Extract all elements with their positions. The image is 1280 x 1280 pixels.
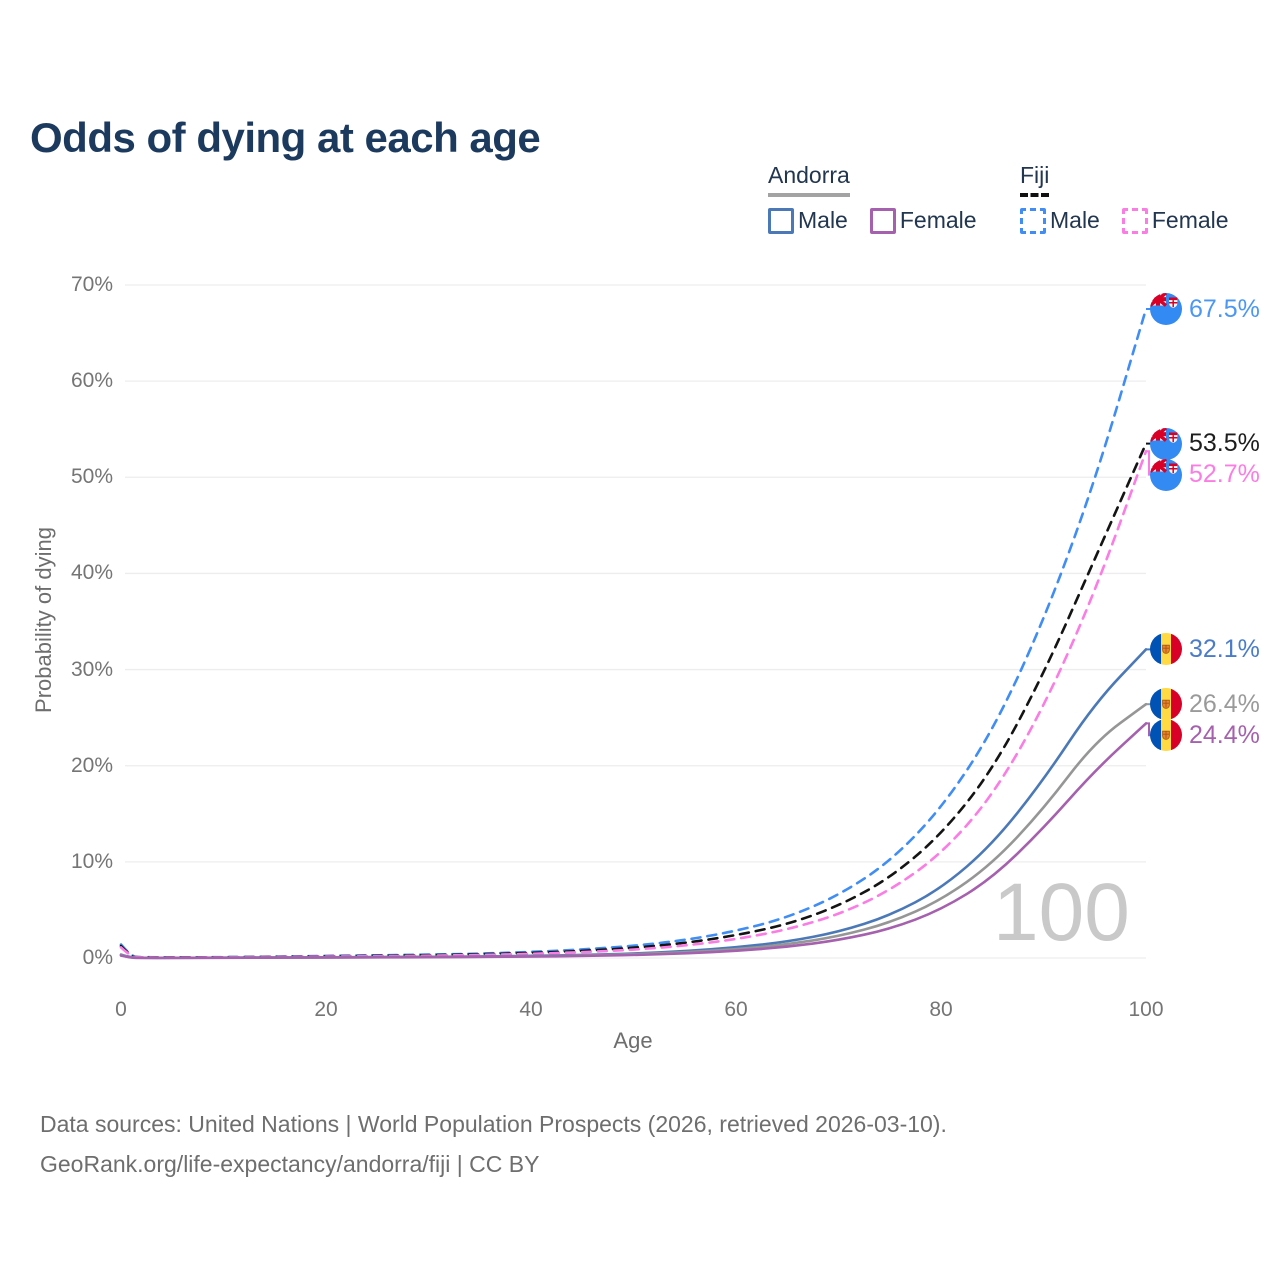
legend-header-fiji[interactable]: Fiji <box>1020 162 1050 197</box>
andorra-male-swatch-icon <box>768 207 794 234</box>
legend-label: Male <box>1050 207 1100 233</box>
end-label-value: 53.5% <box>1189 429 1260 458</box>
legend-item-andorra-male[interactable]: Male <box>768 207 848 234</box>
x-tick-label: 20 <box>314 998 338 1021</box>
x-tick-label: 40 <box>519 998 543 1021</box>
end-label-fiji-female: 52.7% <box>1150 458 1260 491</box>
legend-group-fiji: Fiji Male Female <box>1020 162 1229 234</box>
y-tick-label: 20% <box>70 753 113 777</box>
end-label-fiji-both: 53.5% <box>1150 427 1260 460</box>
y-tick-label: 60% <box>70 369 113 393</box>
legend-item-andorra-female[interactable]: Female <box>869 207 977 234</box>
source-line-2: GeoRank.org/life-expectancy/andorra/fiji… <box>40 1151 540 1177</box>
legend-item-fiji-female[interactable]: Female <box>1121 207 1229 234</box>
series-line-fiji-male <box>119 307 1148 959</box>
fiji-male-swatch-icon <box>1020 207 1046 234</box>
end-label-andorra-female: 24.4% <box>1150 719 1260 752</box>
fiji-flag-icon <box>1150 427 1182 460</box>
end-label-value: 32.1% <box>1189 634 1260 663</box>
andorra-female-swatch-icon <box>869 207 896 234</box>
y-tick-label: 40% <box>70 561 113 585</box>
x-tick-label: 80 <box>929 998 953 1021</box>
end-label-value: 67.5% <box>1189 294 1260 323</box>
source-line-1: Data sources: United Nations | World Pop… <box>40 1111 947 1137</box>
y-tick-label: 50% <box>70 465 113 489</box>
y-tick-label: 10% <box>70 849 113 873</box>
legend-label: Female <box>1151 207 1229 233</box>
legend-label: Female <box>899 207 977 233</box>
andorra-flag-icon <box>1150 633 1182 666</box>
age-counter-watermark: 100 <box>993 867 1130 958</box>
page-title: Odds of dying at each age <box>30 114 541 162</box>
series-line-andorra-female <box>119 722 1148 960</box>
y-tick-label: 0% <box>82 946 113 969</box>
end-label-value: 26.4% <box>1189 689 1260 718</box>
legend-item-fiji-male[interactable]: Male <box>1020 207 1100 234</box>
x-tick-label: 0 <box>115 998 127 1021</box>
end-label-andorra-both: 26.4% <box>1150 688 1260 721</box>
source-attribution: Data sources: United Nations | World Pop… <box>40 1104 947 1184</box>
legend-group-andorra: Andorra Male Female <box>768 162 977 234</box>
legend-header-andorra[interactable]: Andorra <box>768 162 850 197</box>
andorra-flag-icon <box>1150 719 1182 752</box>
x-tick-label: 60 <box>724 998 748 1021</box>
legend-label: Male <box>798 207 848 233</box>
fiji-flag-icon <box>1150 458 1182 491</box>
fiji-female-swatch-icon <box>1121 207 1148 234</box>
x-axis-title: Age <box>613 1028 653 1053</box>
x-tick-label: 100 <box>1128 998 1164 1021</box>
y-axis-title: Probability of dying <box>31 527 56 713</box>
end-label-andorra-male: 32.1% <box>1150 633 1260 666</box>
end-label-value: 24.4% <box>1189 720 1260 749</box>
y-tick-label: 30% <box>70 657 113 681</box>
andorra-flag-icon <box>1150 688 1182 721</box>
end-label-fiji-male: 67.5% <box>1150 293 1260 325</box>
end-label-value: 52.7% <box>1189 460 1260 489</box>
y-tick-label: 70% <box>70 273 113 296</box>
fiji-flag-icon <box>1150 293 1182 325</box>
